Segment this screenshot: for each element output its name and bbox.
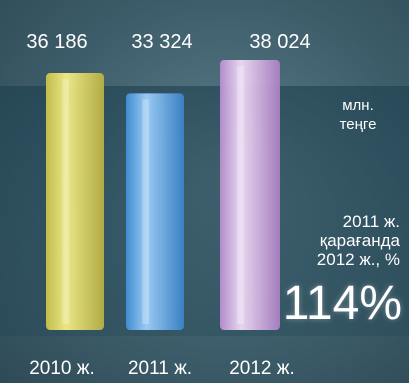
comparison-note: 2011 ж. қарағанда 2012 ж., % bbox=[268, 212, 400, 269]
bar-1-highlight bbox=[62, 79, 70, 324]
growth-percent: 114% bbox=[282, 277, 402, 330]
bar-2-highlight bbox=[142, 99, 150, 324]
category-label-2: 2011 ж. bbox=[128, 358, 192, 379]
category-label-3: 2012 ж. bbox=[229, 358, 295, 379]
bar-1 bbox=[46, 73, 104, 330]
unit-label: млн. теңге bbox=[339, 97, 377, 133]
bar-2 bbox=[126, 93, 184, 330]
comparison-note-line-1: 2011 ж. bbox=[342, 212, 400, 231]
comparison-note-line-2: қарағанда bbox=[319, 231, 400, 250]
bar-3 bbox=[220, 60, 280, 330]
comparison-note-line-3: 2012 ж., % bbox=[316, 250, 400, 269]
bar-3-highlight bbox=[236, 66, 244, 324]
value-label-3: 38 024 bbox=[249, 31, 310, 53]
category-label-1: 2010 ж. bbox=[29, 358, 95, 379]
value-label-2: 33 324 bbox=[131, 31, 192, 53]
value-label-1: 36 186 bbox=[26, 31, 87, 53]
